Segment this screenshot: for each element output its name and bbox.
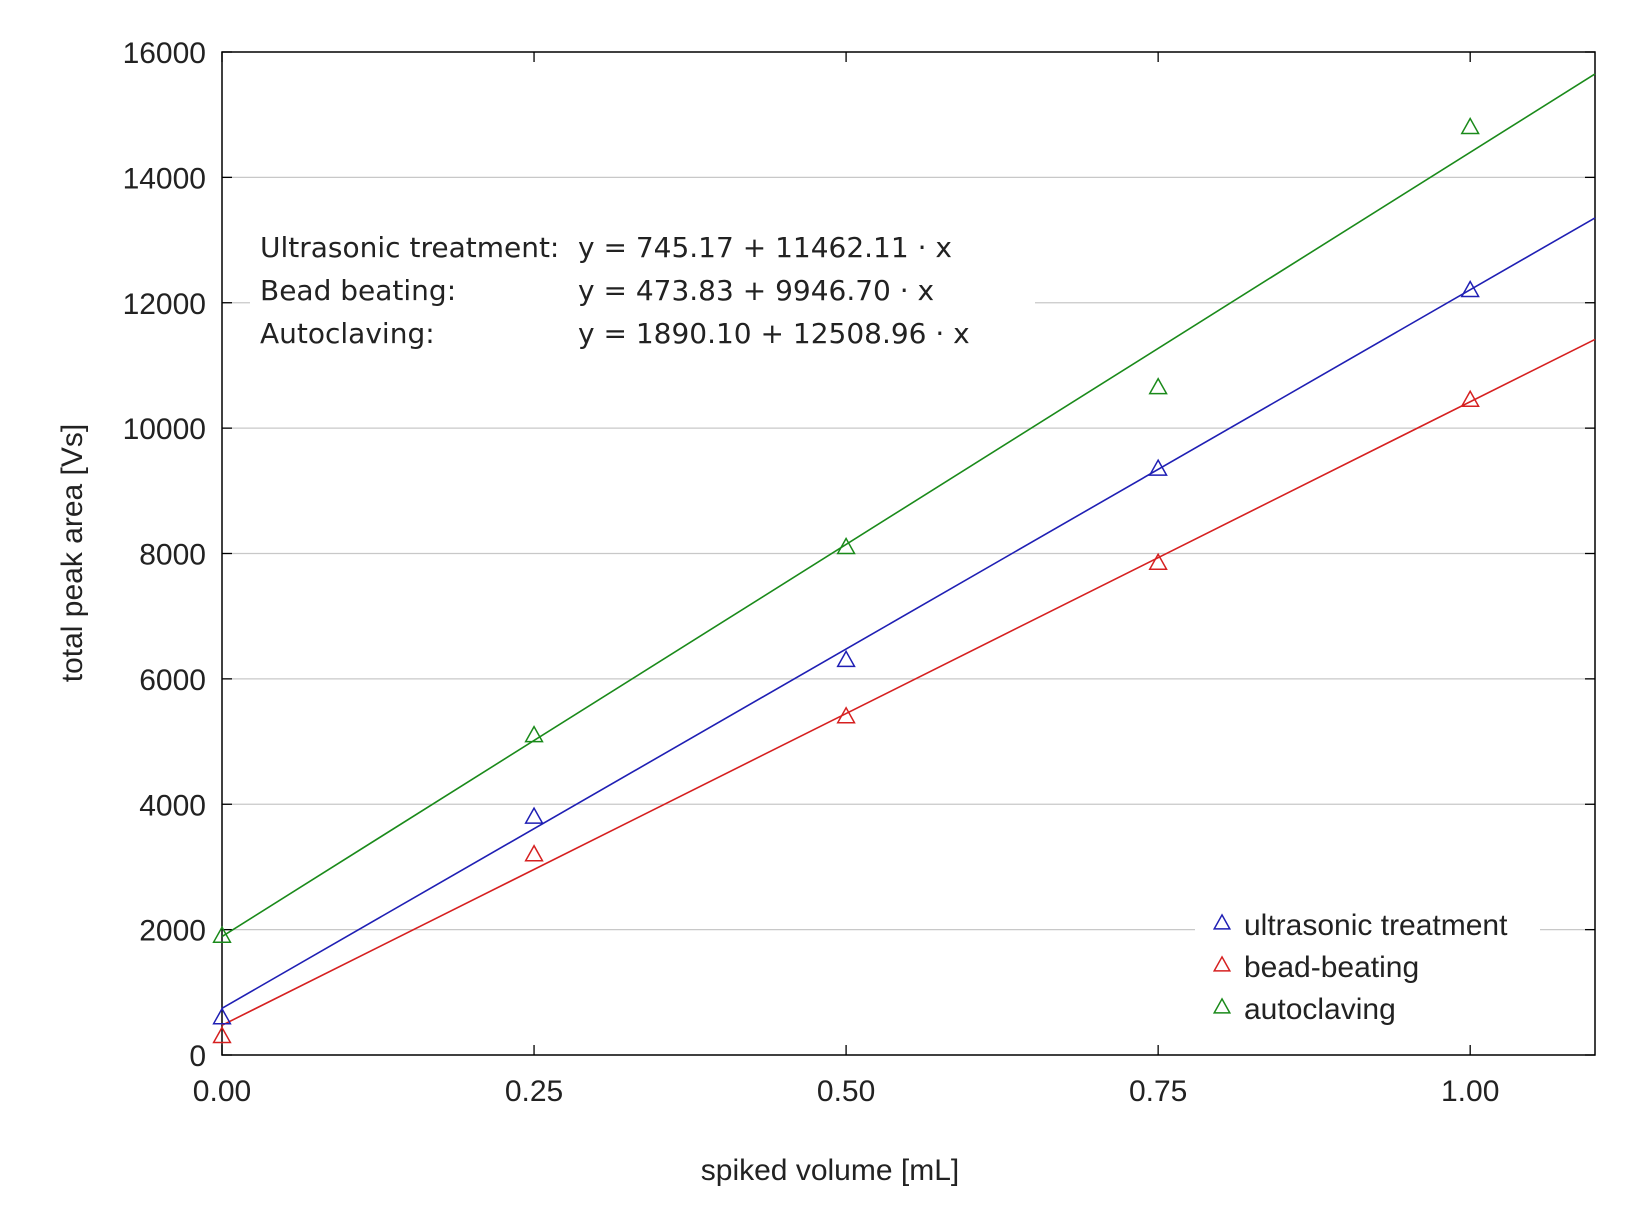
equation-label: Ultrasonic treatment: bbox=[260, 231, 559, 264]
y-tick-label: 10000 bbox=[123, 413, 206, 446]
data-point bbox=[1460, 279, 1480, 298]
data-point bbox=[836, 537, 856, 555]
data-point bbox=[1460, 389, 1480, 407]
legend-label: autoclaving bbox=[1244, 993, 1396, 1026]
data-point bbox=[524, 806, 544, 824]
data-point bbox=[524, 725, 544, 743]
y-tick-label: 14000 bbox=[123, 162, 206, 195]
legend-label: bead-beating bbox=[1244, 951, 1419, 984]
equation-text: y = 1890.10 + 12508.96 · x bbox=[578, 317, 970, 350]
data-point bbox=[212, 925, 232, 943]
y-tick-label: 4000 bbox=[139, 789, 206, 822]
legend-marker bbox=[1212, 913, 1232, 930]
legend-background bbox=[1195, 895, 1540, 1030]
y-tick-label: 0 bbox=[189, 1040, 206, 1073]
data-point bbox=[836, 706, 856, 724]
fit-line bbox=[221, 73, 1596, 938]
equation-label: Autoclaving: bbox=[260, 317, 435, 350]
legend: ultrasonic treatment bead-beating autoclav… bbox=[1212, 909, 1508, 1026]
axis-ticks: 0 2000 4000 6000 8000 10000 12000 14000 16000 0.0… bbox=[123, 37, 1595, 1108]
data-markers bbox=[212, 117, 1480, 1044]
legend-marker bbox=[1212, 955, 1232, 972]
x-tick-label: 0.50 bbox=[817, 1075, 875, 1108]
fit-line bbox=[221, 217, 1596, 1009]
x-tick-label: 1.00 bbox=[1441, 1075, 1499, 1108]
equation-label: Bead beating: bbox=[260, 274, 456, 307]
y-tick-label: 6000 bbox=[139, 664, 206, 697]
data-point bbox=[212, 1025, 232, 1044]
legend-marker bbox=[1212, 997, 1232, 1014]
y-tick-label: 2000 bbox=[139, 915, 206, 948]
data-point bbox=[524, 844, 544, 862]
data-point bbox=[1148, 377, 1168, 395]
y-tick-label: 8000 bbox=[139, 539, 206, 572]
data-point bbox=[1148, 458, 1168, 476]
equation-text: y = 473.83 + 9946.70 · x bbox=[578, 274, 934, 307]
y-axis-title: total peak area [Vs] bbox=[56, 424, 89, 683]
fit-lines bbox=[221, 73, 1596, 1027]
data-point bbox=[1460, 117, 1480, 135]
annotation-background bbox=[250, 220, 1035, 350]
grid-lines bbox=[222, 176, 1595, 1030]
equation-text: y = 745.17 + 11462.11 · x bbox=[578, 231, 952, 264]
x-axis-title: spiked volume [mL] bbox=[701, 1154, 959, 1187]
x-tick-label: 0.75 bbox=[1129, 1075, 1187, 1108]
y-tick-label: 12000 bbox=[123, 288, 206, 321]
y-tick-label: 16000 bbox=[123, 37, 206, 70]
data-point bbox=[836, 649, 856, 668]
legend-label: ultrasonic treatment bbox=[1244, 909, 1508, 942]
x-tick-label: 0.00 bbox=[193, 1075, 251, 1108]
data-point bbox=[212, 1007, 232, 1025]
equation-annotations: Ultrasonic treatment: y = 745.17 + 11462.… bbox=[260, 231, 970, 350]
fit-line bbox=[221, 338, 1596, 1027]
data-point bbox=[1148, 552, 1168, 570]
x-tick-label: 0.25 bbox=[505, 1075, 563, 1108]
